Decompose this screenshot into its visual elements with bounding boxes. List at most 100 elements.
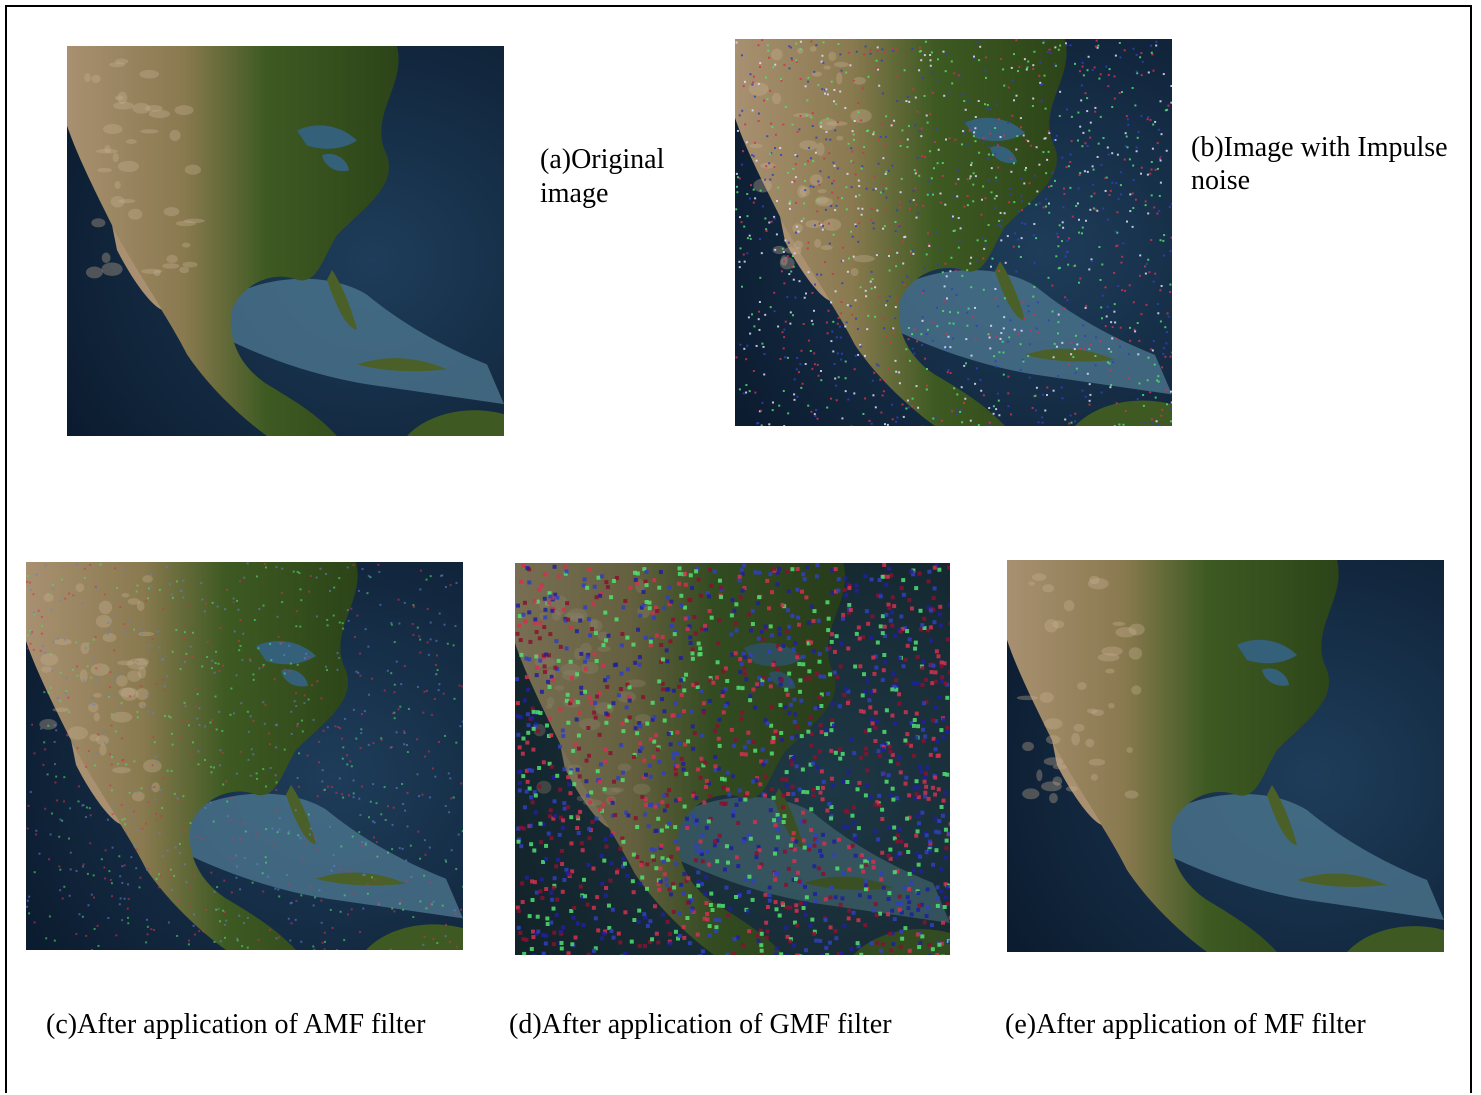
noise-pixel [577, 746, 581, 751]
noise-pixel [316, 849, 319, 852]
noise-pixel [930, 71, 933, 74]
noise-pixel [1124, 132, 1127, 135]
noise-pixel [984, 243, 987, 246]
noise-pixel [72, 742, 75, 745]
noise-pixel [1066, 239, 1069, 242]
noise-pixel [986, 107, 989, 110]
noise-pixel [890, 908, 895, 913]
noise-pixel [861, 869, 866, 874]
noise-pixel [978, 151, 981, 154]
noise-pixel [331, 926, 334, 929]
noise-pixel [883, 143, 886, 146]
noise-pixel [892, 825, 897, 830]
noise-pixel [235, 772, 238, 775]
noise-pixel [926, 328, 929, 331]
noise-pixel [846, 172, 849, 175]
noise-pixel [222, 783, 225, 786]
noise-pixel [1111, 337, 1114, 340]
noise-pixel [662, 793, 667, 798]
noise-pixel [59, 599, 62, 602]
noise-pixel [256, 777, 258, 780]
noise-pixel [858, 194, 861, 197]
noise-pixel [817, 198, 820, 201]
noise-pixel [673, 839, 678, 844]
noise-pixel [393, 691, 396, 694]
noise-pixel [109, 878, 112, 881]
noise-pixel [768, 56, 771, 59]
noise-pixel [320, 921, 323, 924]
original-earth-image [67, 46, 504, 436]
noise-pixel [924, 771, 929, 776]
noise-pixel [846, 304, 849, 307]
noise-pixel [734, 855, 739, 860]
noise-pixel [1007, 375, 1010, 378]
noise-pixel [963, 205, 966, 208]
noise-pixel [533, 793, 538, 798]
noise-pixel [94, 636, 97, 639]
noise-pixel [811, 618, 816, 623]
noise-pixel [869, 577, 874, 582]
noise-pixel [621, 605, 626, 610]
noise-pixel [532, 790, 537, 795]
noise-pixel [296, 776, 299, 779]
noise-pixel [219, 749, 222, 752]
noise-pixel [119, 897, 122, 900]
noise-pixel [374, 878, 377, 881]
terrain-texture [114, 58, 129, 65]
noise-pixel [740, 571, 745, 576]
noise-pixel [1160, 414, 1163, 417]
noise-pixel [729, 846, 734, 851]
noise-pixel [938, 604, 943, 609]
noise-pixel [454, 912, 457, 915]
noise-pixel [861, 709, 866, 714]
noise-pixel [1132, 301, 1135, 304]
noise-pixel [348, 870, 351, 873]
noise-pixel [853, 392, 856, 395]
noise-pixel [867, 75, 870, 78]
noise-pixel [942, 661, 947, 666]
noise-pixel [392, 806, 395, 809]
noise-pixel [676, 581, 681, 586]
noise-pixel [1096, 46, 1099, 49]
noise-pixel [896, 251, 899, 254]
noise-pixel [229, 713, 232, 716]
noise-pixel [699, 852, 704, 857]
noise-pixel [698, 848, 703, 853]
noise-pixel [835, 204, 838, 207]
noise-pixel [397, 708, 400, 711]
noise-pixel [854, 223, 857, 226]
noise-pixel [873, 725, 878, 730]
noise-pixel [1025, 166, 1027, 169]
noise-pixel [88, 807, 91, 810]
noise-pixel [621, 864, 625, 869]
noise-pixel [881, 48, 884, 51]
terrain-texture [101, 262, 123, 276]
noise-pixel [812, 843, 817, 848]
noise-pixel [1065, 166, 1068, 169]
noise-pixel [749, 628, 754, 633]
noise-pixel [535, 665, 539, 670]
noise-pixel [706, 819, 711, 824]
noise-pixel [110, 882, 113, 885]
noise-pixel [725, 770, 730, 775]
noise-pixel [1165, 342, 1168, 345]
noise-pixel [654, 828, 659, 833]
noise-pixel [552, 564, 557, 569]
noise-pixel [1100, 391, 1103, 394]
noise-pixel [1135, 70, 1138, 73]
noise-pixel [69, 807, 72, 810]
noise-pixel [899, 929, 904, 934]
noise-pixel [601, 643, 606, 648]
noise-pixel [96, 924, 99, 927]
noise-pixel [812, 929, 817, 934]
noise-pixel [84, 647, 87, 650]
noise-pixel [763, 353, 766, 356]
noise-pixel [832, 670, 837, 675]
terrain-texture [98, 600, 113, 615]
noise-pixel [783, 260, 785, 263]
noise-pixel [700, 859, 705, 864]
noise-pixel [842, 923, 847, 928]
noise-pixel [857, 179, 860, 182]
noise-pixel [887, 606, 892, 610]
noise-pixel [435, 673, 438, 676]
